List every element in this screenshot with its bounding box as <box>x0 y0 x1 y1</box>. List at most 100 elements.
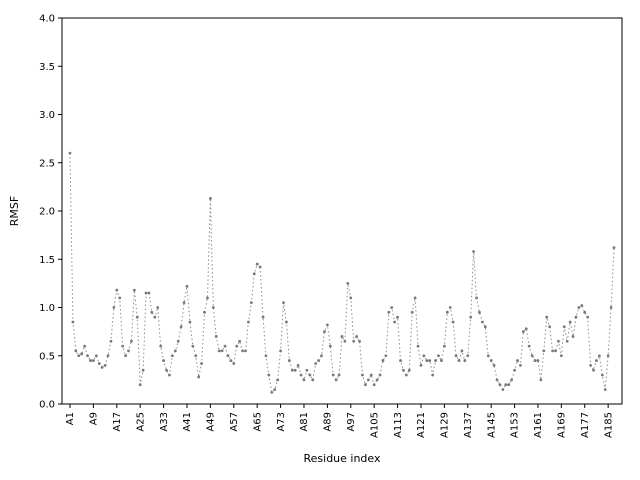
data-point <box>612 246 616 250</box>
data-point <box>323 330 326 334</box>
data-point <box>554 349 557 353</box>
x-tick-label: A169 <box>557 412 568 438</box>
x-tick-label: A185 <box>603 412 614 438</box>
data-point <box>80 352 84 356</box>
y-tick-label: 2.0 <box>39 207 55 218</box>
data-point <box>276 378 280 382</box>
data-point <box>583 310 587 314</box>
data-point <box>185 284 189 288</box>
data-point <box>478 310 481 314</box>
data-point <box>516 359 519 362</box>
data-point <box>112 306 116 309</box>
data-point <box>214 335 218 338</box>
data-point <box>217 349 221 353</box>
x-axis-label: Residue index <box>303 452 381 465</box>
data-point <box>211 306 215 309</box>
data-point <box>162 359 165 362</box>
data-point <box>176 339 180 343</box>
data-point <box>530 354 534 358</box>
data-point <box>235 344 239 348</box>
x-tick-label: A17 <box>112 412 123 432</box>
data-point <box>97 362 101 365</box>
data-point <box>369 373 373 377</box>
data-point <box>364 383 367 387</box>
data-point <box>425 359 429 362</box>
x-tick-label: A49 <box>206 412 217 432</box>
data-point <box>393 320 397 324</box>
data-point <box>109 339 113 343</box>
data-point <box>463 359 467 362</box>
data-point <box>565 339 569 343</box>
x-ticks: A1 A9 A17 A25 A33 A41 A49 A57 A65 A73 A81 A89 A97 A10… <box>65 404 614 438</box>
x-tick-label: A177 <box>580 412 591 438</box>
x-tick-label: A41 <box>182 412 193 432</box>
data-point <box>448 306 452 309</box>
data-point <box>571 335 575 338</box>
data-point <box>328 344 332 348</box>
data-point <box>264 354 268 358</box>
data-point <box>261 315 265 319</box>
data-point <box>542 349 546 353</box>
data-point <box>89 359 92 362</box>
data-point <box>182 301 186 305</box>
data-point <box>413 296 417 300</box>
data-point <box>100 365 104 369</box>
data-point <box>293 368 297 372</box>
data-point <box>545 315 549 319</box>
data-point <box>74 349 78 353</box>
x-tick-label: A129 <box>440 412 451 438</box>
data-point <box>580 304 584 307</box>
data-point <box>94 354 98 358</box>
x-tick-label: A65 <box>252 412 263 432</box>
data-point <box>442 344 446 348</box>
data-point <box>562 325 566 329</box>
x-tick-label: A89 <box>323 412 334 432</box>
data-point <box>366 378 370 382</box>
data-point <box>305 368 309 372</box>
x-tick-label: A113 <box>393 412 404 438</box>
x-tick-label: A97 <box>346 412 357 432</box>
y-tick-label: 0.5 <box>39 351 55 362</box>
data-point <box>437 354 440 358</box>
data-point <box>188 320 192 324</box>
data-series <box>68 151 616 394</box>
data-point <box>197 375 201 379</box>
data-point <box>486 354 490 358</box>
data-point <box>226 354 230 358</box>
data-point <box>504 383 508 387</box>
data-point <box>466 354 470 358</box>
data-point <box>156 306 160 309</box>
x-tick-label: A153 <box>510 412 521 438</box>
data-point <box>118 296 122 300</box>
data-point <box>153 315 157 319</box>
data-point <box>396 315 399 319</box>
data-point <box>296 364 300 367</box>
data-point <box>358 339 361 343</box>
y-ticks: 0.0 0.5 1.0 1.5 2.0 2.5 3.0 3.5 4.0 <box>39 14 62 411</box>
data-point <box>454 354 458 358</box>
data-point <box>255 262 259 266</box>
data-point <box>384 354 388 358</box>
data-point <box>121 344 125 348</box>
data-point <box>378 373 382 377</box>
data-point <box>390 306 394 309</box>
data-point <box>592 368 595 372</box>
x-tick-label: A81 <box>299 412 310 432</box>
data-point <box>600 373 604 377</box>
data-point <box>586 315 590 319</box>
data-point <box>320 354 323 358</box>
x-tick-label: A121 <box>416 412 427 438</box>
y-tick-label: 0.0 <box>39 400 55 411</box>
data-point <box>355 335 359 338</box>
data-point <box>574 315 578 319</box>
data-point <box>331 373 335 377</box>
data-point <box>507 383 511 387</box>
data-point <box>282 301 285 305</box>
data-point <box>267 373 271 377</box>
data-point <box>334 378 338 382</box>
data-point <box>340 335 344 338</box>
data-point <box>179 325 183 329</box>
data-point <box>399 359 402 362</box>
